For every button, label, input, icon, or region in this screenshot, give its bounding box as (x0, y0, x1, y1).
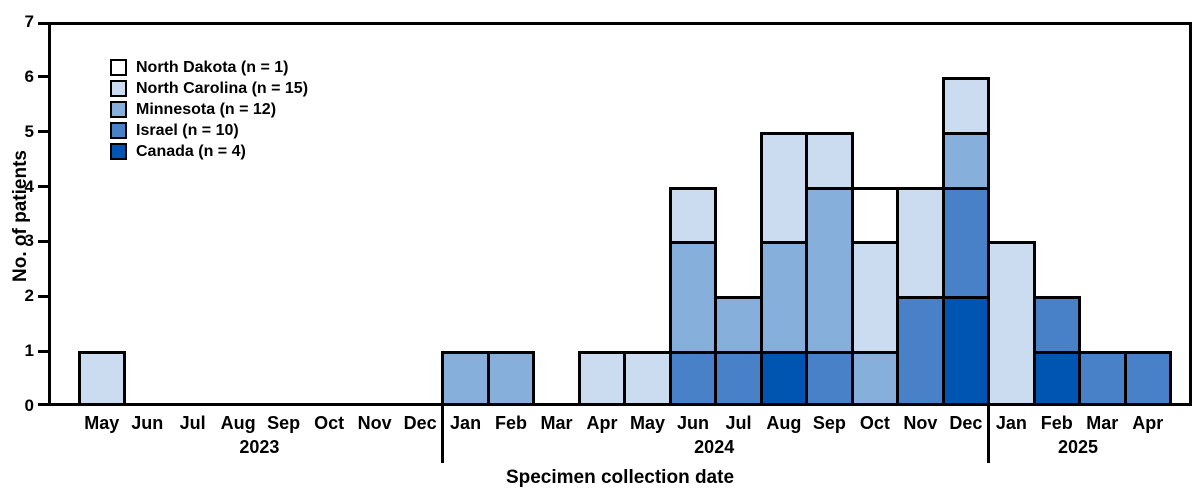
bar-segment-israel-19 (941, 186, 991, 300)
x-year-label: 2024 (694, 437, 735, 457)
x-month-label: Nov (357, 413, 392, 433)
bar-segment-israel-23 (1123, 351, 1172, 406)
bar-segment-israel-16 (805, 351, 854, 406)
year-separator-line (987, 406, 991, 463)
x-month-label: Aug (766, 413, 802, 433)
x-month-label: Jun (131, 413, 164, 433)
legend-label: Minnesota (n = 12) (136, 100, 277, 118)
x-month-label: Feb (1040, 413, 1073, 433)
y-tick (38, 239, 48, 243)
y-tick (38, 130, 48, 134)
year-separator-line (441, 406, 445, 463)
y-tick (38, 22, 48, 25)
x-month-label: Dec (949, 413, 983, 433)
bar-segment-north-carolina-12 (623, 351, 672, 406)
bar-segment-israel-21 (1032, 296, 1082, 355)
x-month-label: May (629, 413, 665, 433)
x-month-label: May (84, 413, 120, 433)
x-month-label: Feb (495, 413, 528, 433)
legend-item: North Dakota (n = 1) (110, 57, 308, 78)
x-month-label: Mar (1086, 413, 1119, 433)
x-month-label: Oct (314, 413, 345, 433)
bar-segment-canada-15 (759, 351, 809, 406)
legend-item: Canada (n = 4) (110, 141, 308, 162)
bar-segment-canada-19 (941, 296, 991, 406)
legend-item: Minnesota (n = 12) (110, 99, 308, 120)
legend-item: North Carolina (n = 15) (110, 78, 308, 99)
y-tick (38, 349, 48, 353)
y-tick (38, 185, 48, 189)
bar-segment-canada-21 (1032, 351, 1082, 406)
bar-segment-minnesota-16 (805, 186, 854, 355)
bar-segment-north-dakota-17 (850, 186, 900, 245)
y-tick (38, 294, 48, 298)
y-tick-label: 4 (24, 176, 34, 196)
x-month-label: Sep (812, 413, 846, 433)
y-tick (38, 403, 48, 406)
legend-swatch (110, 80, 127, 97)
bar-segment-north-carolina-18 (896, 186, 945, 300)
legend-label: North Dakota (n = 1) (136, 58, 289, 76)
legend-label: Israel (n = 10) (136, 121, 239, 139)
bar-segment-north-carolina-19 (941, 76, 991, 135)
bar-segment-north-carolina-15 (759, 131, 809, 245)
y-tick-label: 3 (24, 231, 34, 251)
y-tick-label: 5 (24, 121, 34, 141)
bar-segment-minnesota-14 (714, 296, 763, 355)
x-year-label: 2023 (239, 437, 280, 457)
bar-segment-north-carolina-16 (805, 131, 854, 190)
legend-swatch (110, 101, 127, 118)
x-year-label: 2025 (1058, 437, 1099, 457)
y-tick (38, 75, 48, 79)
bar-segment-minnesota-15 (759, 241, 809, 355)
bar-segment-israel-18 (896, 296, 945, 406)
bar-segment-minnesota-13 (668, 241, 718, 355)
legend-label: Canada (n = 4) (136, 142, 246, 160)
x-month-label: Jan (995, 413, 1027, 433)
x-month-label: Dec (403, 413, 437, 433)
legend: North Dakota (n = 1) North Carolina (n = … (110, 57, 308, 162)
legend-item: Israel (n = 10) (110, 120, 308, 141)
bar-segment-north-carolina-13 (668, 186, 718, 245)
x-month-label: Aug (220, 413, 256, 433)
legend-swatch (110, 122, 127, 139)
legend-swatch (110, 59, 127, 76)
y-tick-label: 0 (24, 396, 34, 415)
y-tick-label: 6 (24, 66, 34, 86)
x-month-label: Mar (540, 413, 573, 433)
legend-label: North Carolina (n = 15) (136, 79, 309, 97)
x-month-label: Apr (586, 413, 618, 433)
x-month-label: Sep (267, 413, 301, 433)
bar-segment-north-carolina-20 (987, 241, 1036, 406)
bar-segment-north-carolina-0 (77, 351, 126, 406)
x-month-label: Nov (903, 413, 938, 433)
y-tick-label: 1 (24, 341, 34, 361)
legend-swatch (110, 143, 127, 160)
bar-segment-north-carolina-17 (850, 241, 900, 355)
x-month-label: Apr (1132, 413, 1164, 433)
bar-segment-minnesota-17 (850, 351, 900, 406)
y-tick-label: 2 (24, 286, 34, 306)
x-month-label: Jul (725, 413, 752, 433)
x-month-label: Jun (676, 413, 709, 433)
bar-segment-north-carolina-11 (577, 351, 627, 406)
bar-segment-israel-22 (1078, 351, 1127, 406)
y-tick-label: 7 (24, 12, 34, 31)
bar-segment-minnesota-9 (486, 351, 536, 406)
x-axis-title: Specimen collection date (505, 467, 735, 488)
bar-segment-minnesota-8 (441, 351, 490, 406)
x-month-label: Jan (450, 413, 482, 433)
bar-segment-minnesota-19 (941, 131, 991, 190)
x-month-label: Jul (179, 413, 206, 433)
bar-segment-israel-13 (668, 351, 718, 406)
x-month-label: Oct (859, 413, 890, 433)
bar-segment-israel-14 (714, 351, 763, 406)
